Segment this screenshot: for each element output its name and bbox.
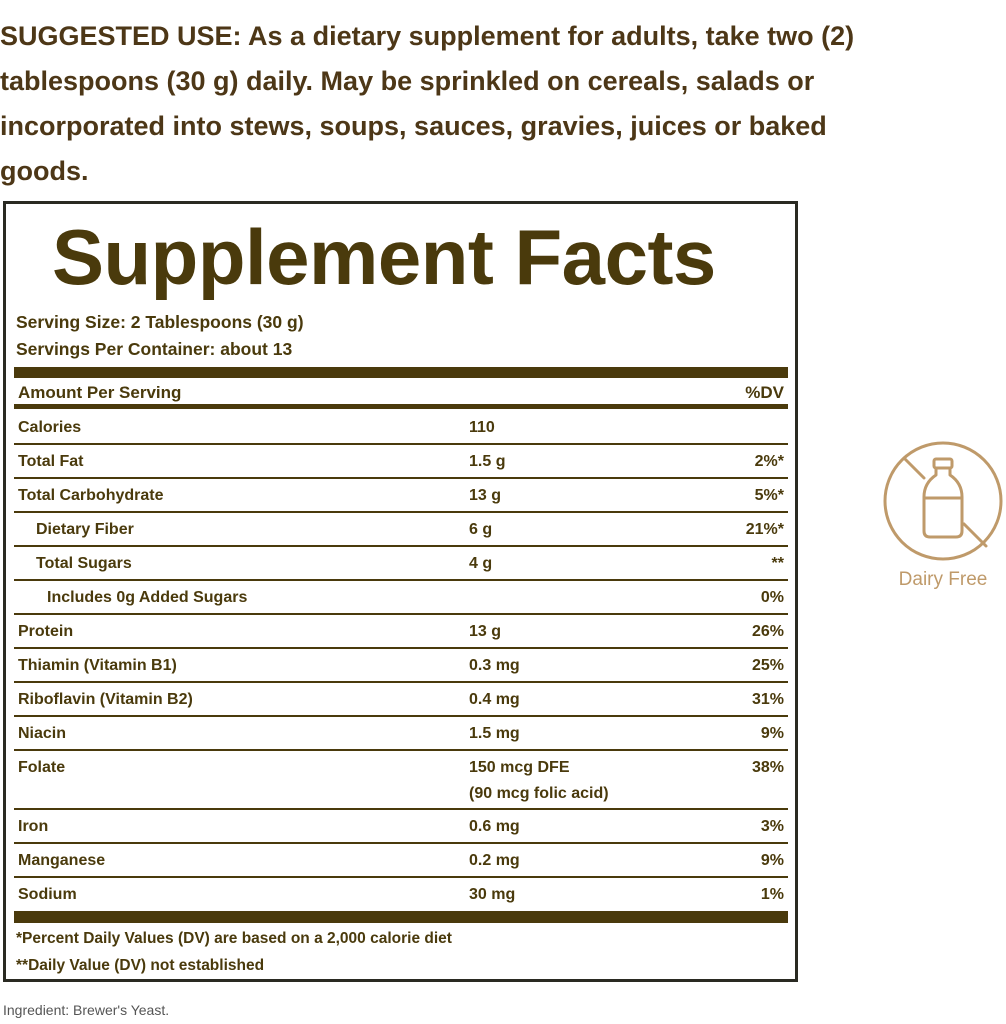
nutrient-dv: 3% — [760, 818, 784, 835]
nutrient-row: Thiamin (Vitamin B1) 0.3 mg 25% — [14, 649, 788, 683]
nutrient-dv: 21%* — [745, 521, 784, 538]
nutrient-dv: 31% — [751, 691, 784, 708]
nutrient-name: Total Sugars — [36, 555, 132, 572]
nutrient-name: Folate — [18, 759, 66, 776]
nutrient-row: Total Sugars 4 g ** — [14, 547, 788, 581]
nutrient-name: Calories — [18, 419, 82, 436]
nutrient-amount: 30 mg — [469, 886, 516, 903]
nutrient-amount: 1.5 mg — [469, 725, 520, 742]
amount-header-row: Amount Per Serving %DV — [14, 380, 788, 409]
dairy-free-label: Dairy Free — [898, 569, 988, 590]
nutrient-row: Niacin 1.5 mg 9% — [14, 717, 788, 751]
nutrient-amount: 0.4 mg — [469, 691, 520, 708]
nutrient-amount: 6 g — [469, 521, 493, 538]
thick-divider — [14, 367, 788, 378]
nutrient-name: Total Carbohydrate — [18, 487, 164, 504]
nutrient-row: Calories 110 — [14, 411, 788, 445]
nutrient-name: Thiamin (Vitamin B1) — [18, 657, 177, 674]
no-milk-bottle-icon — [883, 441, 1003, 561]
nutrient-dv: 1% — [760, 886, 784, 903]
nutrient-dv: 25% — [751, 657, 784, 674]
nutrient-row: Manganese 0.2 mg 9% — [14, 844, 788, 878]
nutrient-name: Manganese — [18, 852, 106, 869]
nutrient-dv: 9% — [760, 725, 784, 742]
nutrient-amount: 1.5 g — [469, 453, 506, 470]
nutrient-row: Includes 0g Added Sugars 0% — [14, 581, 788, 615]
nutrient-dv: 38% — [751, 759, 784, 776]
nutrient-dv: ** — [771, 555, 784, 572]
nutrient-table: Calories 110 Total Fat 1.5 g 2%* Total Carboh… — [14, 411, 788, 910]
nutrient-name: Total Fat — [18, 453, 84, 470]
nutrient-name: Riboflavin (Vitamin B2) — [18, 691, 193, 708]
nutrient-name: Dietary Fiber — [36, 521, 134, 538]
nutrient-amount: 110 — [469, 419, 495, 436]
thick-divider — [14, 911, 788, 923]
nutrient-amount: 0.2 mg — [469, 852, 520, 869]
nutrient-dv: 0% — [760, 589, 784, 606]
nutrient-amount: 4 g — [469, 555, 493, 572]
nutrient-amount: 13 g — [469, 487, 502, 504]
nutrient-row: Iron 0.6 mg 3% — [14, 810, 788, 844]
nutrient-dv: 26% — [751, 623, 784, 640]
nutrient-dv: 9% — [760, 852, 784, 869]
suggested-use-text: SUGGESTED USE: As a dietary supplement f… — [0, 21, 855, 186]
dv-header-label: %DV — [745, 383, 784, 402]
nutrient-amount-note: (90 mcg folic acid) — [469, 785, 609, 802]
nutrient-row: Total Fat 1.5 g 2%* — [14, 445, 788, 479]
nutrient-name: Iron — [18, 818, 49, 835]
nutrient-amount: 0.3 mg — [469, 657, 520, 674]
nutrient-row: Sodium 30 mg 1% — [14, 878, 788, 910]
nutrient-row: Folate 150 mcg DFE (90 mcg folic acid) 38% — [14, 751, 788, 810]
nutrient-name: Includes 0g Added Sugars — [47, 589, 248, 606]
nutrient-row: Dietary Fiber 6 g 21%* — [14, 513, 788, 547]
nutrient-name: Niacin — [18, 725, 67, 742]
nutrient-row: Total Carbohydrate 13 g 5%* — [14, 479, 788, 513]
nutrient-name: Sodium — [18, 886, 77, 903]
footnote: **Daily Value (DV) not established — [16, 957, 265, 974]
nutrient-amount: 150 mcg DFE — [469, 759, 570, 776]
amount-per-serving-label: Amount Per Serving — [18, 383, 182, 402]
dairy-free-badge: Dairy Free — [882, 440, 1004, 591]
supplement-facts-panel: Supplement Facts Serving Size: 2 Tablesp… — [3, 201, 798, 982]
footnote: *Percent Daily Values (DV) are based on … — [16, 930, 452, 947]
nutrient-name: Protein — [18, 623, 74, 640]
nutrient-row: Protein 13 g 26% — [14, 615, 788, 649]
nutrient-dv: 2%* — [754, 453, 784, 470]
nutrient-dv: 5%* — [754, 487, 784, 504]
nutrient-amount: 13 g — [469, 623, 502, 640]
ingredient-text: Ingredient: Brewer's Yeast. — [3, 1002, 170, 1018]
serving-size: Serving Size: 2 Tablespoons (30 g) — [16, 312, 304, 332]
nutrient-row: Riboflavin (Vitamin B2) 0.4 mg 31% — [14, 683, 788, 717]
panel-title: Supplement Facts — [52, 213, 716, 301]
nutrient-amount: 0.6 mg — [469, 818, 520, 835]
servings-per-container: Servings Per Container: about 13 — [16, 339, 293, 359]
